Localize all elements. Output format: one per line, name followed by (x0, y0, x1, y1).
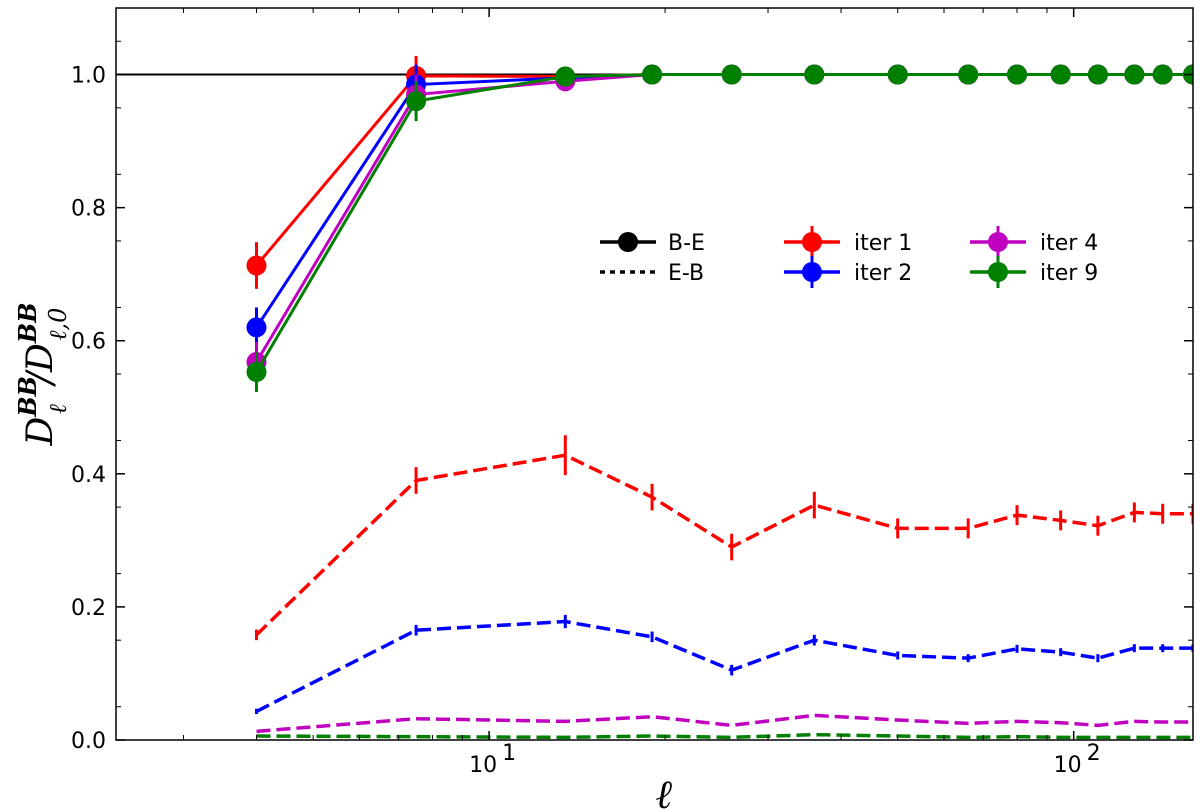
ylabel-den-base: D (20, 343, 61, 373)
ylabel-den-sub: ℓ,0 (44, 308, 72, 341)
legend-label-iter-2: iter 2 (854, 261, 912, 286)
legend-style-label-E-B: E-B (668, 261, 704, 286)
ylabel-num-sub: ℓ (44, 404, 72, 414)
plot-frame (115, 7, 1194, 741)
point-be-iter-9 (958, 64, 979, 85)
point-be-iter-9 (1124, 64, 1145, 85)
y-tick-label: 0.4 (71, 463, 106, 488)
series-eb-line-iter-1 (255, 453, 1193, 637)
x-tick-label-exponent: 1 (502, 741, 516, 766)
point-be-iter-1 (246, 255, 267, 276)
point-be-iter-9 (1050, 64, 1071, 85)
series-eb-line-iter-9 (256, 732, 1193, 740)
point-be-iter-9 (642, 64, 663, 85)
plot-area (116, 55, 1193, 740)
y-tick-label: 0.6 (71, 330, 106, 355)
x-tick-label: 10 (1054, 753, 1082, 778)
legend-marker-iter-9 (988, 262, 1008, 282)
legend-marker-iter-2 (802, 262, 822, 282)
point-be-iter-9 (406, 91, 427, 112)
legend-style-marker-B-E (618, 232, 638, 252)
point-be-iter-9 (1152, 64, 1173, 85)
ylabel-den-sup: BB (13, 302, 42, 344)
legend-label-iter-4: iter 4 (1040, 231, 1098, 256)
point-be-iter-2 (246, 317, 267, 338)
series-eb-line-iter-2 (255, 619, 1193, 713)
y-tick-label: 1.0 (71, 64, 106, 89)
legend: B-E E-B iter 1 iter 2 iter 4 iter 9 (600, 226, 1098, 288)
ylabel-sep: / (20, 368, 61, 387)
legend-label-iter-9: iter 9 (1040, 261, 1098, 286)
legend-marker-iter-4 (988, 232, 1008, 252)
y-tick-label: 0.8 (71, 197, 106, 222)
ylabel-num-sup: BB (13, 376, 42, 418)
series-be-line-iter-2 (255, 73, 1193, 329)
ylabel-num-base: D (20, 417, 61, 447)
series-eb-line-iter-4 (256, 713, 1193, 734)
x-tick-label: 10 (469, 753, 497, 778)
y-axis-label: DBBℓ/DBBℓ,0 (13, 302, 72, 446)
x-axis-label: ℓ (656, 771, 673, 812)
point-be-iter-9 (1007, 64, 1028, 85)
point-be-iter-9 (887, 64, 908, 85)
point-be-iter-9 (721, 64, 742, 85)
legend-marker-iter-1 (802, 232, 822, 252)
axes: 0.00.20.40.60.81.010 1 10 2 (71, 7, 1194, 778)
series-be-line-iter-9 (255, 73, 1193, 373)
point-be-iter-9 (804, 64, 825, 85)
point-be-iter-9 (246, 362, 267, 383)
x-tick-label-exponent: 2 (1087, 741, 1101, 766)
point-be-iter-9 (555, 66, 576, 87)
y-axis-label-text: DBBℓ/DBBℓ,0 (13, 302, 72, 446)
point-be-iter-9 (1087, 64, 1108, 85)
legend-label-iter-1: iter 1 (854, 231, 912, 256)
legend-style-label-B-E: B-E (668, 231, 705, 256)
y-tick-label: 0.0 (71, 729, 106, 754)
series-be-line-iter-4 (255, 73, 1193, 363)
y-tick-label: 0.2 (71, 596, 106, 621)
